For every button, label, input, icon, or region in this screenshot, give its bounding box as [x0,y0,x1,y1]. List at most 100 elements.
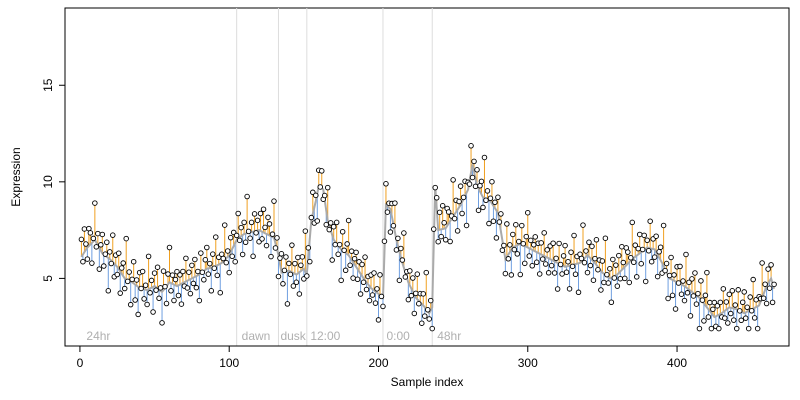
data-point [508,272,515,278]
data-point [168,288,174,294]
data-point [695,290,701,297]
data-point [323,221,329,228]
data-point [114,271,120,278]
data-point [628,254,634,261]
data-point [638,260,644,267]
data-point [520,240,527,247]
data-point [660,222,667,229]
data-point [456,198,462,205]
data-point [601,279,607,286]
x-tick-label: 100 [219,356,239,370]
data-point [115,250,122,256]
period-dividers [236,8,433,346]
data-point [201,277,207,283]
data-point [381,238,388,244]
data-point [144,301,150,308]
data-point [338,277,344,284]
data-point [284,301,291,307]
data-point [653,233,659,239]
data-point [372,300,379,306]
data-point [620,259,627,266]
data-point [207,260,213,267]
data-point [223,259,229,266]
data-point [438,233,444,240]
data-point [701,318,707,324]
data-point [187,290,194,297]
data-point [405,296,412,303]
data-point [617,275,624,282]
data-point [172,276,179,283]
data-point [554,286,561,292]
data-point [717,299,724,306]
data-point [436,209,443,216]
data-point [626,279,633,286]
data-point [536,271,543,277]
data-point [241,219,247,226]
data-point [569,263,576,270]
data-point [686,279,692,286]
data-point [214,272,221,279]
data-point [121,285,128,292]
data-point [233,232,240,239]
data-point [78,236,85,243]
data-point [424,307,431,313]
data-point [247,235,253,241]
data-point [189,262,195,269]
data-point [84,256,91,262]
data-point [565,258,571,265]
data-point [732,302,739,308]
data-point [289,242,295,248]
data-point [663,260,670,267]
x-axis-title: Sample index [391,375,464,389]
data-point [568,249,574,255]
data-point [429,325,435,332]
data-point [99,231,106,238]
data-point [683,251,689,258]
data-point [414,271,421,277]
data-point [759,260,765,266]
data-point [199,269,206,275]
data-point [357,291,364,297]
data-point [608,299,615,306]
data-point [245,228,252,235]
data-point [562,242,568,249]
residual-segments [80,145,775,329]
data-point [533,259,540,266]
data-point [496,219,503,225]
data-point [307,258,313,265]
data-point [175,292,182,299]
data-point [498,211,504,217]
data-point [259,236,265,242]
data-point [401,230,407,236]
data-point [229,253,235,260]
data-point [118,265,125,271]
data-point [110,232,116,238]
data-point [513,221,519,228]
data-point [538,240,544,246]
data-point [139,268,146,275]
data-point [350,275,356,281]
data-point [90,235,97,242]
data-point [102,251,109,257]
data-point [529,262,535,269]
data-point [238,224,244,231]
data-point [644,237,650,244]
data-point [93,244,100,250]
data-point [148,277,155,284]
x-tick-label: 300 [518,356,538,370]
data-point [275,273,282,280]
data-point [327,220,334,226]
data-point [96,266,103,272]
data-point [751,315,758,321]
data-point [692,270,698,276]
data-point [81,226,88,232]
data-point [274,235,280,241]
data-point [480,204,486,211]
data-point [541,230,547,236]
data-point [210,251,216,257]
data-point [211,265,218,272]
data-point [324,184,331,191]
data-point [254,217,261,224]
data-point [321,192,328,199]
data-point [262,224,268,231]
